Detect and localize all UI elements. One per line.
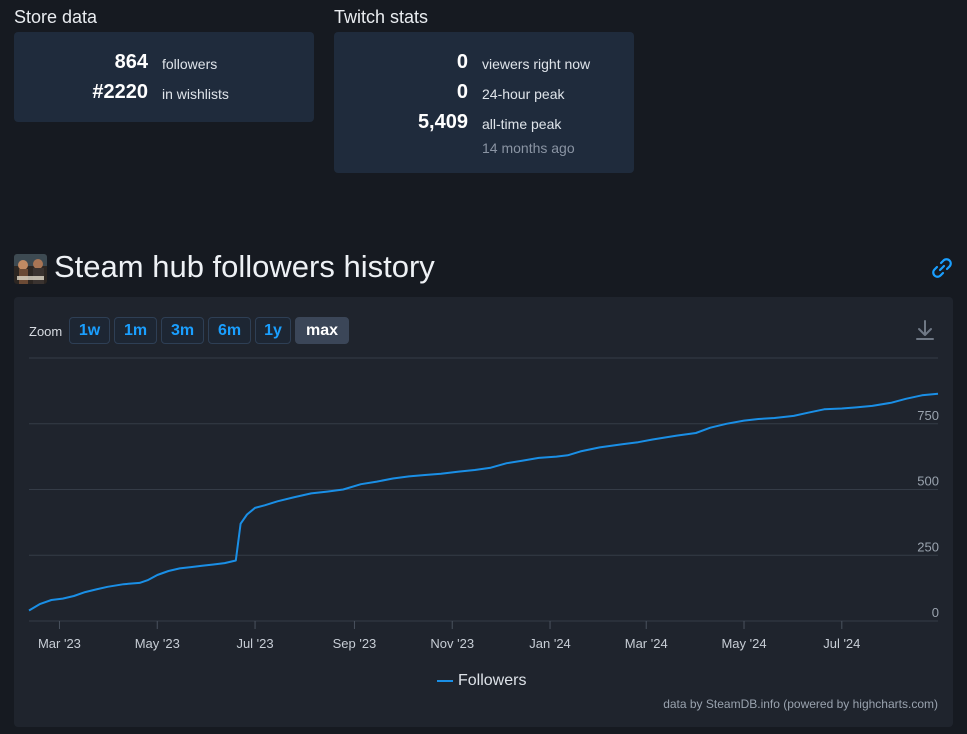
viewers-now-label: viewers right now (482, 56, 591, 72)
wishlist-label: in wishlists (162, 86, 229, 102)
day-peak-count: 0 (456, 81, 468, 103)
twitch-stats-card: 0 viewers right now 0 24-hour peak 5,409… (334, 32, 634, 173)
wishlist-rank: #2220 (92, 81, 148, 103)
alltime-peak-count: 5,409 (417, 111, 468, 133)
store-data-card: 864 followers #2220 in wishlists (14, 32, 314, 122)
download-icon[interactable] (914, 318, 936, 342)
alltime-peak-label: all-time peak (482, 116, 562, 132)
link-icon[interactable] (930, 256, 954, 280)
chart-panel (14, 297, 953, 727)
day-peak-label: 24-hour peak (482, 86, 565, 102)
viewers-now-count: 0 (456, 51, 468, 73)
chart-credits: data by SteamDB.info (powered by highcha… (663, 697, 938, 711)
zoom-1m-button[interactable]: 1m (114, 317, 157, 344)
legend-followers[interactable]: Followers (437, 672, 526, 690)
zoom-6m-button[interactable]: 6m (208, 317, 251, 344)
legend-line-icon (437, 680, 453, 682)
legend-label: Followers (458, 672, 527, 689)
twitch-stats-title: Twitch stats (334, 7, 429, 27)
zoom-1w-button[interactable]: 1w (69, 317, 110, 344)
zoom-max-button[interactable]: max (295, 317, 349, 344)
zoom-1y-button[interactable]: 1y (255, 317, 291, 344)
followers-label: followers (162, 56, 218, 72)
followers-count: 864 (114, 51, 148, 73)
zoom-label: Zoom (29, 324, 63, 339)
game-thumbnail-icon (14, 254, 47, 284)
alltime-peak-time: 14 months ago (482, 140, 575, 156)
page-title: Steam hub followers history (54, 249, 435, 284)
zoom-3m-button[interactable]: 3m (161, 317, 204, 344)
store-data-title: Store data (14, 7, 98, 27)
